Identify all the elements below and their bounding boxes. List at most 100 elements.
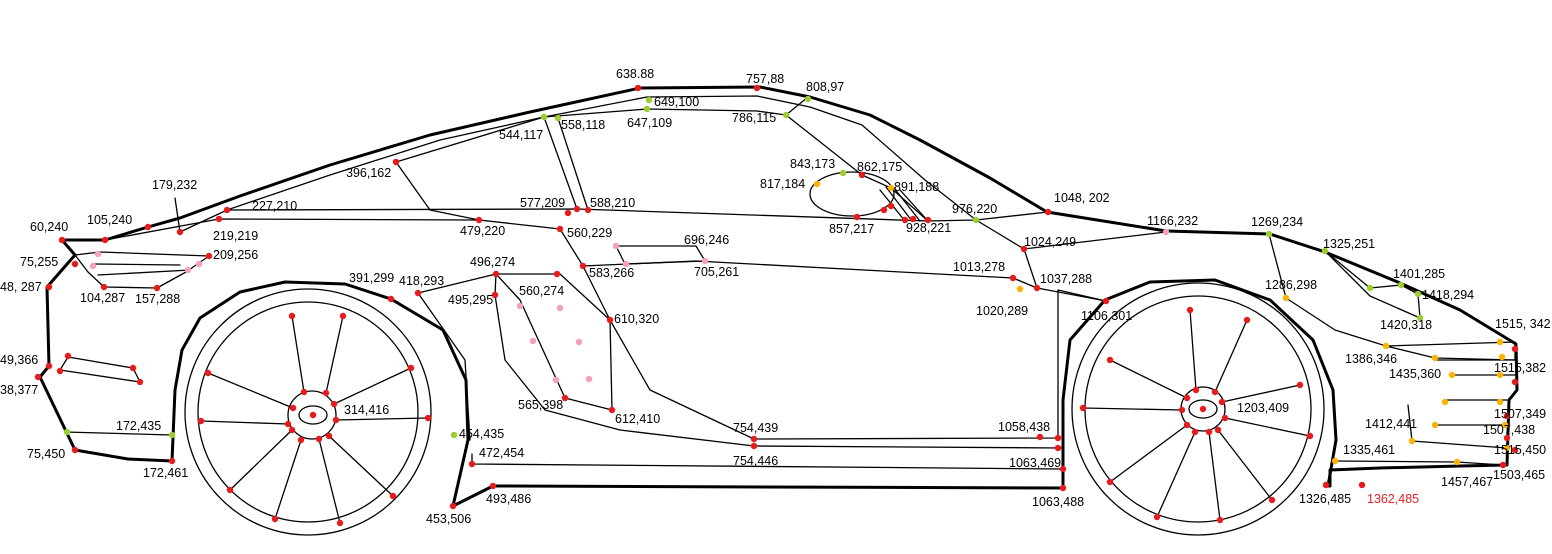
red-point-marker bbox=[1211, 388, 1219, 396]
red-point-marker bbox=[1296, 381, 1304, 389]
coordinate-label: 495,295 bbox=[448, 293, 493, 307]
coordinate-label: 209,256 bbox=[213, 248, 258, 262]
orange-point-marker bbox=[1448, 371, 1456, 379]
red-point-marker bbox=[1059, 484, 1067, 492]
coordinate-label: 1503,465 bbox=[1493, 468, 1545, 482]
orange-point-marker bbox=[1282, 294, 1290, 302]
orange-point-marker bbox=[1431, 421, 1439, 429]
red-point-marker bbox=[100, 283, 108, 291]
red-point-marker bbox=[226, 486, 234, 494]
red-point-marker bbox=[1322, 481, 1330, 489]
green-point-marker bbox=[63, 428, 71, 436]
pink-point-marker bbox=[94, 250, 102, 258]
front-tyre-outer bbox=[1071, 282, 1325, 536]
coordinate-label: 75,255 bbox=[20, 255, 58, 269]
pink-point-marker bbox=[622, 260, 630, 268]
quarter-glass bbox=[395, 161, 480, 221]
coordinate-label: 558,118 bbox=[561, 118, 605, 132]
orange-point-marker bbox=[1496, 398, 1504, 406]
red-point-marker bbox=[475, 216, 483, 224]
coordinate-label: 976,220 bbox=[952, 202, 997, 216]
red-point-marker bbox=[297, 436, 305, 444]
red-point-marker bbox=[332, 416, 340, 424]
red-point-marker bbox=[176, 228, 184, 236]
red-point-marker bbox=[1191, 428, 1199, 436]
coordinate-label: 577,209 bbox=[520, 196, 565, 210]
coordinate-labels: 638.88 757,88 808,97 649,100 647,109 786,115 5… bbox=[0, 67, 1551, 526]
orange-point-marker bbox=[1503, 444, 1511, 452]
orange-point-marker bbox=[1331, 457, 1339, 465]
red-point-marker bbox=[561, 394, 569, 402]
orange-point-marker bbox=[813, 180, 821, 188]
red-point-marker bbox=[753, 84, 761, 92]
red-point-marker bbox=[392, 158, 400, 166]
red-point-marker bbox=[45, 362, 53, 370]
coordinate-label: 314,416 bbox=[344, 403, 389, 417]
red-point-marker bbox=[887, 202, 895, 210]
coordinate-label: 647,109 bbox=[627, 116, 672, 130]
coordinate-label: 1013,278 bbox=[953, 260, 1005, 274]
coordinate-label: 1106,301 bbox=[1081, 309, 1132, 323]
coordinate-label: 1063,488 bbox=[1032, 495, 1084, 509]
pink-point-marker bbox=[701, 257, 709, 265]
coordinate-label: 1401,285 bbox=[1393, 267, 1445, 281]
orange-point-marker bbox=[1016, 285, 1024, 293]
orange-point-marker bbox=[1496, 371, 1504, 379]
front-fender-inner bbox=[1057, 233, 1287, 302]
red-point-marker bbox=[101, 236, 109, 244]
coordinate-label: 565,398 bbox=[518, 398, 563, 412]
red-point-marker bbox=[606, 316, 614, 324]
red-point-marker bbox=[1306, 432, 1314, 440]
coordinate-label: 1507,438 bbox=[1483, 423, 1535, 437]
rear-spokes bbox=[200, 315, 429, 524]
green-point-marker bbox=[972, 216, 980, 224]
coordinate-label: 560,274 bbox=[519, 284, 564, 298]
coordinate-label: 1515,450 bbox=[1494, 443, 1546, 457]
red-point-marker bbox=[71, 260, 79, 268]
red-point-marker bbox=[389, 492, 397, 500]
green-point-marker bbox=[1397, 281, 1405, 289]
green-point-marker bbox=[1321, 247, 1329, 255]
red-point-marker bbox=[288, 312, 296, 320]
red-point-marker bbox=[168, 457, 176, 465]
coordinate-label: 49,366 bbox=[0, 353, 38, 367]
coordinate-label: 1326,485 bbox=[1299, 492, 1351, 506]
coordinate-label: 754,446 bbox=[733, 454, 778, 468]
red-point-marker bbox=[1503, 434, 1511, 442]
coordinate-label: 638.88 bbox=[616, 67, 654, 81]
red-point-marker bbox=[1243, 316, 1251, 324]
orange-point-marker bbox=[1453, 458, 1461, 466]
pink-point-marker bbox=[612, 242, 620, 250]
red-point-marker bbox=[223, 206, 231, 214]
coordinate-label: 472,454 bbox=[479, 446, 524, 460]
sill-line bbox=[471, 294, 1064, 470]
red-point-marker bbox=[858, 171, 866, 179]
pink-point-marker bbox=[1162, 228, 1170, 236]
rear-window bbox=[395, 108, 929, 222]
red-point-marker bbox=[205, 252, 213, 260]
red-point-marker bbox=[1020, 245, 1028, 253]
coordinate-label: 696,246 bbox=[684, 233, 729, 247]
bonnet-crease bbox=[1268, 233, 1421, 319]
coordinate-label: 1420,318 bbox=[1380, 318, 1432, 332]
red-point-marker bbox=[1186, 306, 1194, 314]
coordinate-label: 1269,234 bbox=[1251, 215, 1303, 229]
coordinate-label: 157,288 bbox=[135, 292, 180, 306]
red-point-marker bbox=[315, 435, 323, 443]
red-point-marker bbox=[1205, 428, 1213, 436]
taillight bbox=[74, 251, 210, 289]
coordinate-label: 1457,467 bbox=[1441, 475, 1493, 489]
green-point-marker bbox=[554, 114, 562, 122]
coordinate-label: 583,266 bbox=[589, 266, 634, 280]
coordinate-label: 48, 287 bbox=[0, 280, 42, 294]
red-point-marker bbox=[492, 270, 500, 278]
red-point-marker bbox=[1079, 404, 1087, 412]
coordinate-label: 60,240 bbox=[30, 220, 68, 234]
coordinate-label: 1362,485 bbox=[1367, 492, 1419, 506]
green-point-marker bbox=[839, 169, 847, 177]
coordinate-label: 891,188 bbox=[894, 180, 939, 194]
red-point-marker bbox=[424, 414, 432, 422]
coordinate-label: 757,88 bbox=[746, 72, 784, 86]
